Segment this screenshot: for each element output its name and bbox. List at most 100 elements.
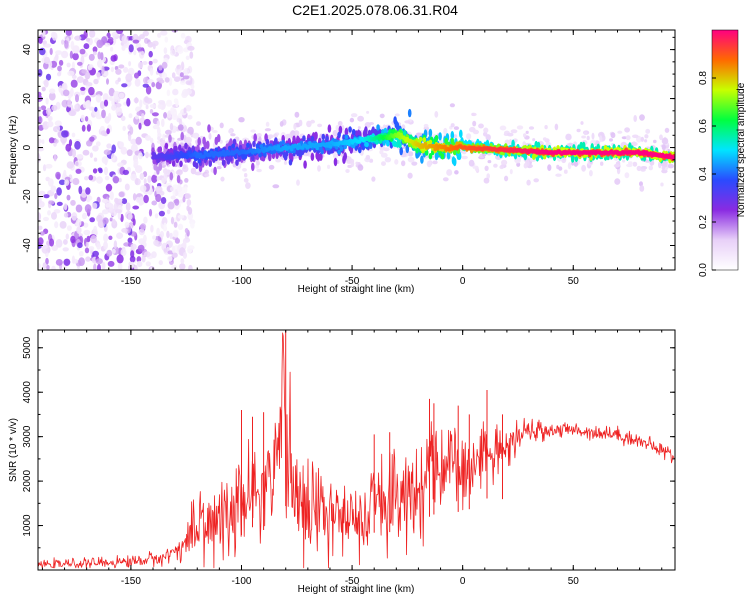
spectrogram-halo-cell	[379, 113, 385, 119]
spectrogram-noise-cell	[158, 79, 165, 84]
spectrogram-halo-cell	[333, 153, 338, 159]
spectrogram-noise-cell	[177, 124, 184, 131]
spectrogram-halo-cell	[547, 164, 552, 172]
spectrogram-halo-cell	[636, 165, 642, 172]
spectrogram-noise-cell	[75, 204, 83, 213]
spectrogram-noise-cell	[101, 156, 109, 164]
spectrogram-ridge-cell	[337, 149, 341, 155]
spectrogram-halo-cell	[644, 139, 648, 143]
spectrogram-halo-cell	[474, 165, 479, 172]
spectrogram-ridge-cell	[315, 146, 320, 151]
spectrogram-noise-cell	[139, 34, 145, 40]
spectrogram-ridge-cell	[229, 155, 233, 162]
spectrogram-halo-cell	[283, 160, 288, 165]
spectrogram-ridge-cell	[208, 160, 212, 167]
spectrogram-noise-cell	[162, 133, 166, 141]
spectrogram-halo-cell	[609, 138, 613, 142]
spectrogram-ridge-cell	[358, 146, 362, 154]
spectrogram-xtick-label: -50	[345, 276, 360, 287]
spectrogram-noise-cell	[132, 218, 136, 226]
spectrogram-xlabel: Height of straight line (km)	[298, 284, 415, 295]
spectrogram-halo-cell	[632, 134, 639, 139]
spectrogram-xtick-label: -100	[231, 276, 251, 287]
spectrogram-halo-cell	[472, 120, 477, 127]
spectrogram-noise-cell	[147, 41, 154, 48]
spectrogram-halo-cell	[423, 123, 429, 128]
spectrogram-ridge-cell	[246, 142, 250, 148]
spectrogram-noise-cell	[134, 78, 141, 87]
spectrogram-noise-cell	[70, 40, 75, 50]
spectrogram-noise-cell	[141, 113, 145, 119]
spectrogram-noise-cell	[111, 144, 116, 154]
snr-ytick-label: 4000	[22, 381, 33, 404]
spectrogram-ridge-cell	[428, 153, 433, 160]
spectrogram-noise-cell	[43, 194, 50, 199]
spectrogram-noise-cell	[104, 175, 110, 181]
spectrogram-ridge-cell	[344, 127, 349, 137]
spectrogram-noise-cell	[95, 114, 103, 120]
spectrogram-ridge-cell	[339, 146, 344, 152]
spectrogram-noise-cell	[173, 230, 179, 238]
spectrogram-halo-cell	[407, 151, 414, 157]
spectrogram-noise-cell	[128, 113, 133, 119]
spectrogram-noise-cell	[63, 258, 71, 266]
spectrogram-noise-cell	[163, 248, 168, 253]
spectrogram-noise-cell	[49, 88, 56, 94]
spectrogram-noise-cell	[186, 205, 190, 212]
spectrogram-noise-cell	[134, 72, 139, 79]
spectrogram-noise-cell	[133, 264, 138, 270]
spectrogram-noise-cell	[158, 260, 163, 266]
spectrogram-ridge-cell	[258, 152, 262, 158]
spectrogram-noise-cell	[85, 85, 89, 92]
spectrogram-noise-cell	[120, 146, 128, 155]
spectrogram-noise-cell	[139, 50, 145, 59]
spectrogram-halo-cell	[401, 124, 406, 130]
spectrogram-ridge-cell	[251, 154, 255, 162]
colorbar-tick-label: 0.6	[698, 119, 709, 133]
spectrogram-halo-cell	[626, 163, 633, 168]
spectrogram-noise-cell	[187, 45, 195, 51]
spectrogram-halo-cell	[580, 121, 584, 125]
spectrogram-halo-cell	[583, 131, 588, 136]
spectrogram-halo-cell	[617, 130, 623, 134]
spectrogram-ridge-cell	[440, 153, 445, 160]
spectrogram-noise-cell	[108, 87, 115, 97]
spectrogram-noise-cell	[41, 86, 46, 92]
spectrogram-ylabel: Frequency (Hz)	[8, 116, 19, 185]
spectrogram-noise-cell	[149, 266, 154, 270]
spectrogram-noise-cell	[83, 222, 89, 228]
spectrogram-noise-cell	[164, 36, 169, 43]
spectrogram-halo-cell	[516, 162, 521, 167]
spectrogram-halo-cell	[212, 130, 218, 133]
spectrogram-noise-cell	[121, 198, 128, 205]
spectrogram-noise-cell	[138, 201, 143, 206]
spectrogram-noise-cell	[86, 100, 91, 108]
snr-xtick-label: 0	[460, 576, 466, 587]
spectrogram-halo-cell	[296, 179, 300, 186]
spectrogram-noise-cell	[109, 191, 114, 201]
spectrogram-ridge-cell	[321, 133, 326, 141]
spectrogram-halo-cell	[208, 132, 212, 140]
spectrogram-noise-cell	[93, 78, 99, 85]
spectrogram-ridge-cell	[302, 135, 306, 142]
spectrogram-halo-cell	[327, 164, 331, 169]
spectrogram-noise-cell	[141, 254, 146, 263]
spectrogram-xtick-label: 50	[568, 276, 580, 287]
spectrogram-noise-cell	[128, 61, 132, 67]
spectrogram-noise-cell	[133, 50, 137, 56]
spectrogram-noise-cell	[76, 226, 82, 234]
spectrogram-noise-cell	[103, 71, 109, 77]
spectrogram-noise-cell	[103, 233, 109, 243]
spectrogram-halo-cell	[394, 113, 400, 117]
spectrogram-halo-cell	[346, 159, 352, 164]
spectrogram-noise-cell	[132, 39, 140, 44]
spectrogram-halo-cell	[600, 161, 604, 166]
spectrogram-noise-cell	[38, 190, 46, 196]
spectrogram-noise-cell	[138, 122, 142, 130]
spectrogram-noise-cell	[142, 83, 149, 88]
spectrogram-noise-cell	[118, 92, 125, 99]
spectrogram-noise-cell	[127, 132, 132, 142]
spectrogram-halo-cell	[667, 163, 674, 169]
snr-xlabel: Height of straight line (km)	[298, 584, 415, 595]
spectrogram-noise-cell	[174, 204, 180, 210]
